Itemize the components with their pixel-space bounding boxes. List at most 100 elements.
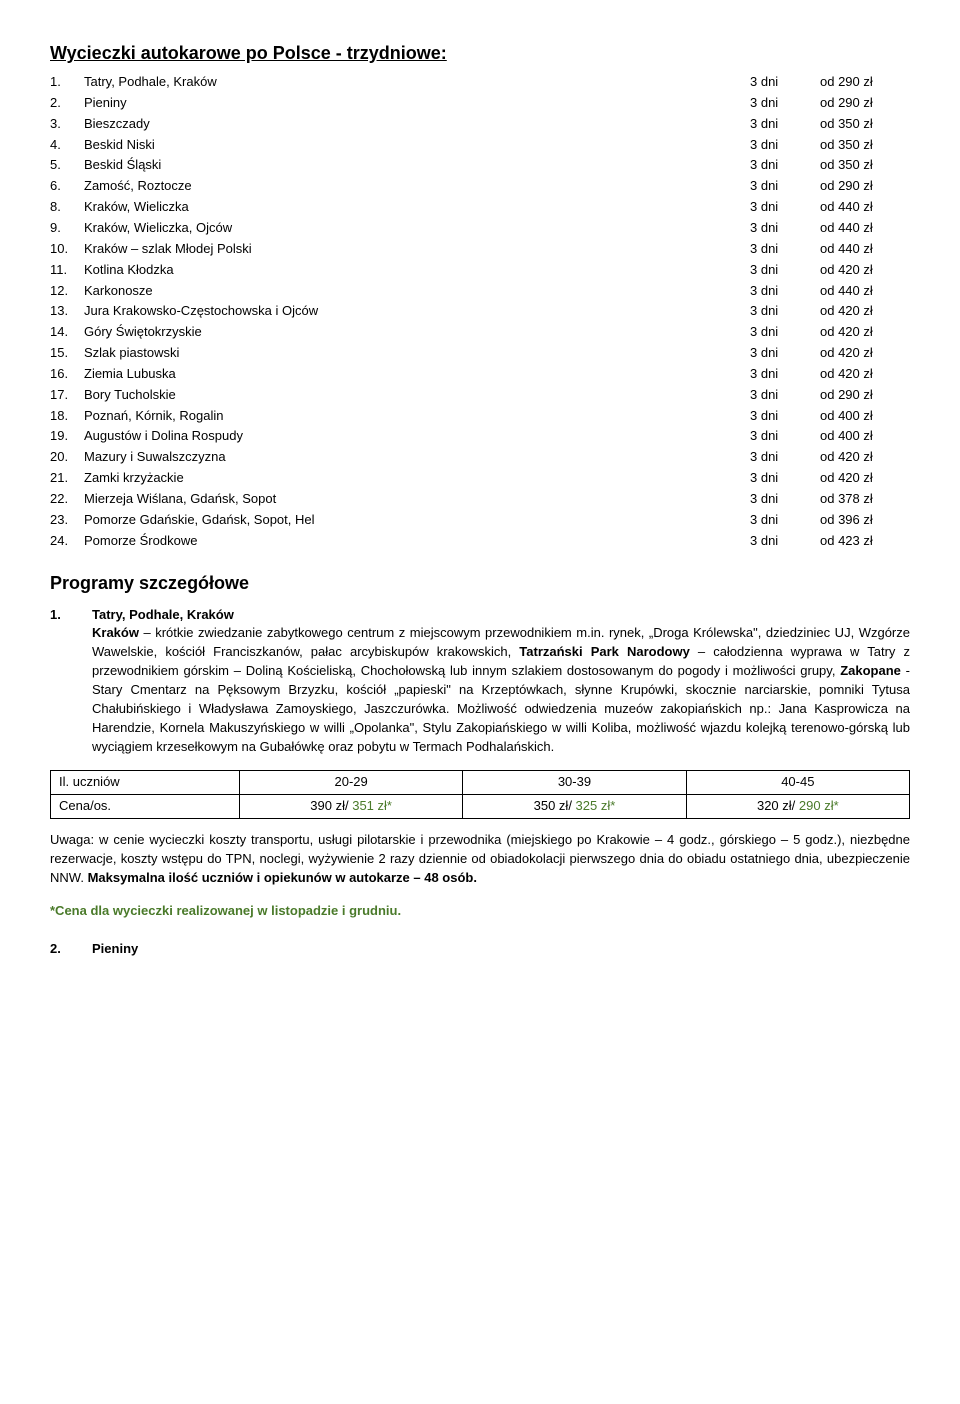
tour-number: 3. (50, 115, 84, 134)
tour-number: 24. (50, 532, 84, 551)
tour-name: Mierzeja Wiślana, Gdańsk, Sopot (84, 490, 750, 509)
next-program: 2. Pieniny (50, 940, 910, 959)
tour-number: 22. (50, 490, 84, 509)
tour-row: 15.Szlak piastowski3 dniod 420 zł (50, 343, 910, 364)
program-number: 2. (50, 940, 92, 959)
tour-number: 21. (50, 469, 84, 488)
tour-row: 12.Karkonosze3 dniod 440 zł (50, 281, 910, 302)
tour-duration: 3 dni (750, 448, 820, 467)
table-cell: Cena/os. (51, 795, 240, 819)
tour-number: 8. (50, 198, 84, 217)
tour-number: 9. (50, 219, 84, 238)
tour-row: 9.Kraków, Wieliczka, Ojców3 dniod 440 zł (50, 218, 910, 239)
tour-row: 19.Augustów i Dolina Rospudy3 dniod 400 … (50, 426, 910, 447)
tour-name: Pomorze Gdańskie, Gdańsk, Sopot, Hel (84, 511, 750, 530)
tour-name: Bieszczady (84, 115, 750, 134)
tour-duration: 3 dni (750, 115, 820, 134)
tour-duration: 3 dni (750, 469, 820, 488)
tour-name: Kraków, Wieliczka (84, 198, 750, 217)
page-title: Wycieczki autokarowe po Polsce - trzydni… (50, 40, 910, 66)
tour-number: 14. (50, 323, 84, 342)
tour-number: 17. (50, 386, 84, 405)
tour-price: od 440 zł (820, 240, 910, 259)
tour-number: 16. (50, 365, 84, 384)
tour-name: Augustów i Dolina Rospudy (84, 427, 750, 446)
table-cell: 320 zł/ 290 zł* (686, 795, 909, 819)
tour-name: Mazury i Suwalszczyzna (84, 448, 750, 467)
tour-name: Zamki krzyżackie (84, 469, 750, 488)
tour-number: 20. (50, 448, 84, 467)
tour-price: od 440 zł (820, 282, 910, 301)
tour-row: 18.Poznań, Kórnik, Rogalin3 dniod 400 zł (50, 406, 910, 427)
tour-price: od 420 zł (820, 344, 910, 363)
program-title: Tatry, Podhale, Kraków (92, 606, 234, 625)
tour-list: 1.Tatry, Podhale, Kraków3 dniod 290 zł2.… (50, 72, 910, 551)
tour-row: 22.Mierzeja Wiślana, Gdańsk, Sopot3 dnio… (50, 489, 910, 510)
tour-name: Jura Krakowsko-Częstochowska i Ojców (84, 302, 750, 321)
tour-row: 2.Pieniny3 dniod 290 zł (50, 93, 910, 114)
program-number: 1. (50, 606, 92, 625)
tour-row: 11.Kotlina Kłodzka3 dniod 420 zł (50, 260, 910, 281)
tour-name: Bory Tucholskie (84, 386, 750, 405)
tour-number: 12. (50, 282, 84, 301)
programs-heading: Programy szczegółowe (50, 570, 910, 596)
tour-price: od 420 zł (820, 469, 910, 488)
tour-price: od 350 zł (820, 156, 910, 175)
tour-price: od 440 zł (820, 198, 910, 217)
table-header-cell: 20-29 (239, 771, 462, 795)
table-header-cell: 30-39 (463, 771, 686, 795)
table-header-cell: 40-45 (686, 771, 909, 795)
tour-name: Góry Świętokrzyskie (84, 323, 750, 342)
tour-duration: 3 dni (750, 177, 820, 196)
tour-name: Szlak piastowski (84, 344, 750, 363)
tour-number: 23. (50, 511, 84, 530)
tour-price: od 290 zł (820, 94, 910, 113)
tour-price: od 290 zł (820, 177, 910, 196)
tour-price: od 396 zł (820, 511, 910, 530)
tour-row: 8.Kraków, Wieliczka3 dniod 440 zł (50, 197, 910, 218)
tour-duration: 3 dni (750, 198, 820, 217)
tour-name: Pieniny (84, 94, 750, 113)
tour-duration: 3 dni (750, 240, 820, 259)
tour-duration: 3 dni (750, 94, 820, 113)
tour-price: od 350 zł (820, 136, 910, 155)
tour-name: Kraków, Wieliczka, Ojców (84, 219, 750, 238)
tour-row: 4.Beskid Niski3 dniod 350 zł (50, 135, 910, 156)
table-cell: 390 zł/ 351 zł* (239, 795, 462, 819)
tour-duration: 3 dni (750, 261, 820, 280)
tour-number: 11. (50, 261, 84, 280)
footnote: *Cena dla wycieczki realizowanej w listo… (50, 902, 910, 921)
price-note: Uwaga: w cenie wycieczki koszty transpor… (50, 831, 910, 888)
tour-duration: 3 dni (750, 532, 820, 551)
tour-price: od 420 zł (820, 302, 910, 321)
tour-price: od 420 zł (820, 448, 910, 467)
tour-price: od 400 zł (820, 427, 910, 446)
tour-price: od 400 zł (820, 407, 910, 426)
tour-number: 2. (50, 94, 84, 113)
tour-row: 5.Beskid Śląski3 dniod 350 zł (50, 155, 910, 176)
tour-name: Beskid Śląski (84, 156, 750, 175)
tour-number: 13. (50, 302, 84, 321)
tour-name: Kotlina Kłodzka (84, 261, 750, 280)
tour-duration: 3 dni (750, 136, 820, 155)
tour-name: Tatry, Podhale, Kraków (84, 73, 750, 92)
tour-row: 17.Bory Tucholskie3 dniod 290 zł (50, 385, 910, 406)
tour-duration: 3 dni (750, 73, 820, 92)
tour-row: 6.Zamość, Roztocze3 dniod 290 zł (50, 176, 910, 197)
tour-price: od 420 zł (820, 365, 910, 384)
tour-number: 4. (50, 136, 84, 155)
tour-duration: 3 dni (750, 344, 820, 363)
tour-number: 5. (50, 156, 84, 175)
tour-price: od 290 zł (820, 386, 910, 405)
tour-number: 18. (50, 407, 84, 426)
program-body: Kraków – krótkie zwiedzanie zabytkowego … (92, 624, 910, 756)
tour-number: 10. (50, 240, 84, 259)
tour-duration: 3 dni (750, 407, 820, 426)
tour-duration: 3 dni (750, 490, 820, 509)
tour-number: 19. (50, 427, 84, 446)
tour-name: Ziemia Lubuska (84, 365, 750, 384)
tour-row: 3.Bieszczady3 dniod 350 zł (50, 114, 910, 135)
tour-duration: 3 dni (750, 219, 820, 238)
tour-price: od 378 zł (820, 490, 910, 509)
tour-duration: 3 dni (750, 282, 820, 301)
